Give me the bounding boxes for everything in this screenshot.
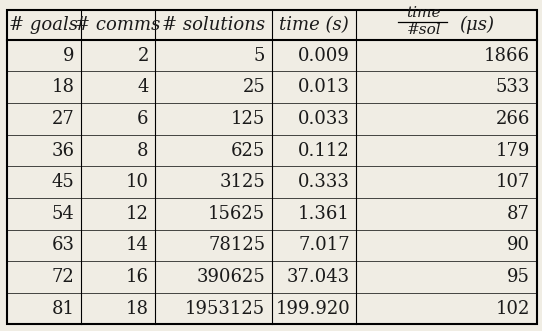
Text: 10: 10 xyxy=(126,173,149,191)
Text: 6: 6 xyxy=(137,110,149,128)
Text: 125: 125 xyxy=(231,110,265,128)
Text: 9: 9 xyxy=(63,47,75,65)
Text: 18: 18 xyxy=(126,300,149,317)
Text: 90: 90 xyxy=(507,236,530,254)
Text: time (s): time (s) xyxy=(279,16,349,34)
Text: 1866: 1866 xyxy=(484,47,530,65)
Text: 102: 102 xyxy=(496,300,530,317)
Text: 2: 2 xyxy=(137,47,149,65)
Text: # comms: # comms xyxy=(75,16,161,34)
Text: 81: 81 xyxy=(51,300,75,317)
Text: 8: 8 xyxy=(137,142,149,160)
Text: 0.033: 0.033 xyxy=(298,110,350,128)
Text: 54: 54 xyxy=(52,205,75,223)
Text: 14: 14 xyxy=(126,236,149,254)
Text: 1953125: 1953125 xyxy=(185,300,265,317)
Text: 25: 25 xyxy=(242,78,265,96)
Text: 95: 95 xyxy=(507,268,530,286)
Text: 5: 5 xyxy=(254,47,265,65)
Text: 107: 107 xyxy=(496,173,530,191)
Text: 27: 27 xyxy=(52,110,75,128)
Text: 179: 179 xyxy=(496,142,530,160)
Text: 72: 72 xyxy=(52,268,75,286)
Text: 266: 266 xyxy=(496,110,530,128)
Text: 0.013: 0.013 xyxy=(298,78,350,96)
Text: 3125: 3125 xyxy=(220,173,265,191)
Text: 390625: 390625 xyxy=(197,268,265,286)
Text: #sol: #sol xyxy=(406,23,441,37)
Text: 63: 63 xyxy=(51,236,75,254)
Text: 37.043: 37.043 xyxy=(287,268,350,286)
Text: 15625: 15625 xyxy=(208,205,265,223)
Text: 45: 45 xyxy=(52,173,75,191)
Text: 18: 18 xyxy=(51,78,75,96)
Text: 4: 4 xyxy=(137,78,149,96)
Text: 199.920: 199.920 xyxy=(275,300,350,317)
Text: (μs): (μs) xyxy=(459,16,494,34)
Text: 36: 36 xyxy=(51,142,75,160)
Text: 0.009: 0.009 xyxy=(298,47,350,65)
Text: # solutions: # solutions xyxy=(162,16,265,34)
Text: 0.112: 0.112 xyxy=(298,142,350,160)
Text: 78125: 78125 xyxy=(208,236,265,254)
Text: 7.017: 7.017 xyxy=(299,236,350,254)
Text: 0.333: 0.333 xyxy=(298,173,350,191)
Text: 12: 12 xyxy=(126,205,149,223)
Text: 16: 16 xyxy=(126,268,149,286)
Text: time: time xyxy=(406,6,441,21)
Text: 533: 533 xyxy=(496,78,530,96)
Text: 625: 625 xyxy=(231,142,265,160)
Text: 87: 87 xyxy=(507,205,530,223)
Text: 1.361: 1.361 xyxy=(298,205,350,223)
Text: # goals: # goals xyxy=(9,16,79,34)
